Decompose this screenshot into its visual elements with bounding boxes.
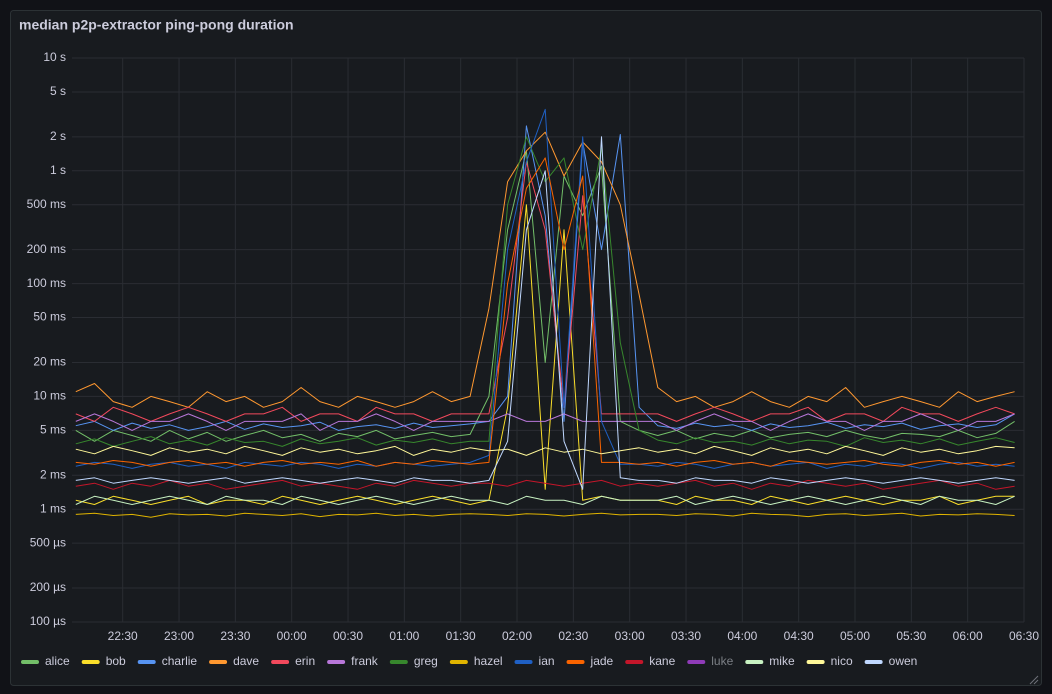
y-tick-label: 1 s [50,163,66,177]
y-tick-label: 5 ms [40,423,66,437]
x-tick-label: 00:30 [333,629,363,643]
x-tick-label: 06:00 [953,629,983,643]
legend-label: charlie [162,654,198,668]
x-tick-label: 00:00 [277,629,307,643]
y-tick-label: 500 ms [27,197,66,211]
y-tick-label: 200 µs [30,580,66,594]
y-tick-label: 200 ms [27,242,66,256]
legend-label: greg [414,654,438,668]
legend-item[interactable]: owen [864,654,918,668]
series-line [75,136,1015,447]
legend-label: owen [889,654,918,668]
x-tick-label: 22:30 [108,629,138,643]
legend-item[interactable]: charlie [137,654,198,668]
legend-label: dave [233,654,259,668]
series-line [75,445,1015,456]
y-tick-label: 5 s [50,84,66,98]
legend-item[interactable]: alice [21,654,70,668]
y-tick-label: 2 s [50,129,66,143]
x-tick-label: 04:30 [784,629,814,643]
y-tick-label: 10 ms [33,389,66,403]
series-line [75,204,1015,505]
series-line [75,125,1015,431]
legend-label: jade [590,654,614,668]
y-tick-label: 10 s [43,50,66,64]
y-tick-label: 500 µs [30,535,66,549]
series-line [75,108,1015,469]
x-tick-label: 05:30 [896,629,926,643]
legend-item[interactable]: greg [389,654,438,668]
y-tick-label: 50 ms [33,310,66,324]
resize-handle[interactable] [1029,675,1039,685]
y-tick-label: 100 ms [27,276,66,290]
legend-label: bob [106,654,126,668]
series-line [75,512,1015,518]
x-tick-label: 01:00 [389,629,419,643]
legend-item[interactable]: frank [327,654,379,668]
legend-label: mike [769,654,795,668]
legend-item[interactable]: mike [745,654,795,668]
y-tick-label: 20 ms [33,355,66,369]
x-tick-label: 03:00 [615,629,645,643]
legend-label: nico [831,654,853,668]
x-tick-label: 03:30 [671,629,701,643]
series-line [75,157,1015,467]
x-tick-label: 05:00 [840,629,870,643]
series-line [75,131,1015,408]
y-tick-label: 100 µs [30,614,66,628]
legend-label: kane [649,654,675,668]
series-line [75,479,1015,490]
x-tick-label: 06:30 [1009,629,1039,643]
series-line [75,136,1015,490]
legend-label: hazel [474,654,503,668]
legend-label: erin [295,654,315,668]
x-tick-label: 02:30 [558,629,588,643]
y-tick-label: 2 ms [40,467,66,481]
legend-label: luke [711,654,733,668]
x-tick-label: 04:00 [727,629,757,643]
legend-item[interactable]: ian [514,654,555,668]
legend-item[interactable]: jade [566,654,614,668]
y-tick-label: 1 ms [40,501,66,515]
x-tick-label: 02:00 [502,629,532,643]
legend-label: frank [351,654,379,668]
legend-item[interactable]: dave [209,654,259,668]
series-line [75,495,1015,505]
legend-item[interactable]: hazel [449,654,503,668]
x-tick-label: 23:30 [220,629,250,643]
panel-frame [10,10,1042,686]
legend-label: alice [45,654,70,668]
legend-item[interactable]: nico [806,654,853,668]
panel-title: median p2p-extractor ping-pong duration [19,17,294,33]
x-tick-label: 01:30 [446,629,476,643]
series-line [75,161,1015,422]
x-tick-label: 23:00 [164,629,194,643]
legend-item[interactable]: kane [625,654,676,668]
series-line [75,413,1015,431]
legend-item[interactable]: luke [687,654,734,668]
legend-label: ian [539,654,555,668]
legend-item[interactable]: bob [81,654,126,668]
legend-item[interactable]: erin [271,654,315,668]
